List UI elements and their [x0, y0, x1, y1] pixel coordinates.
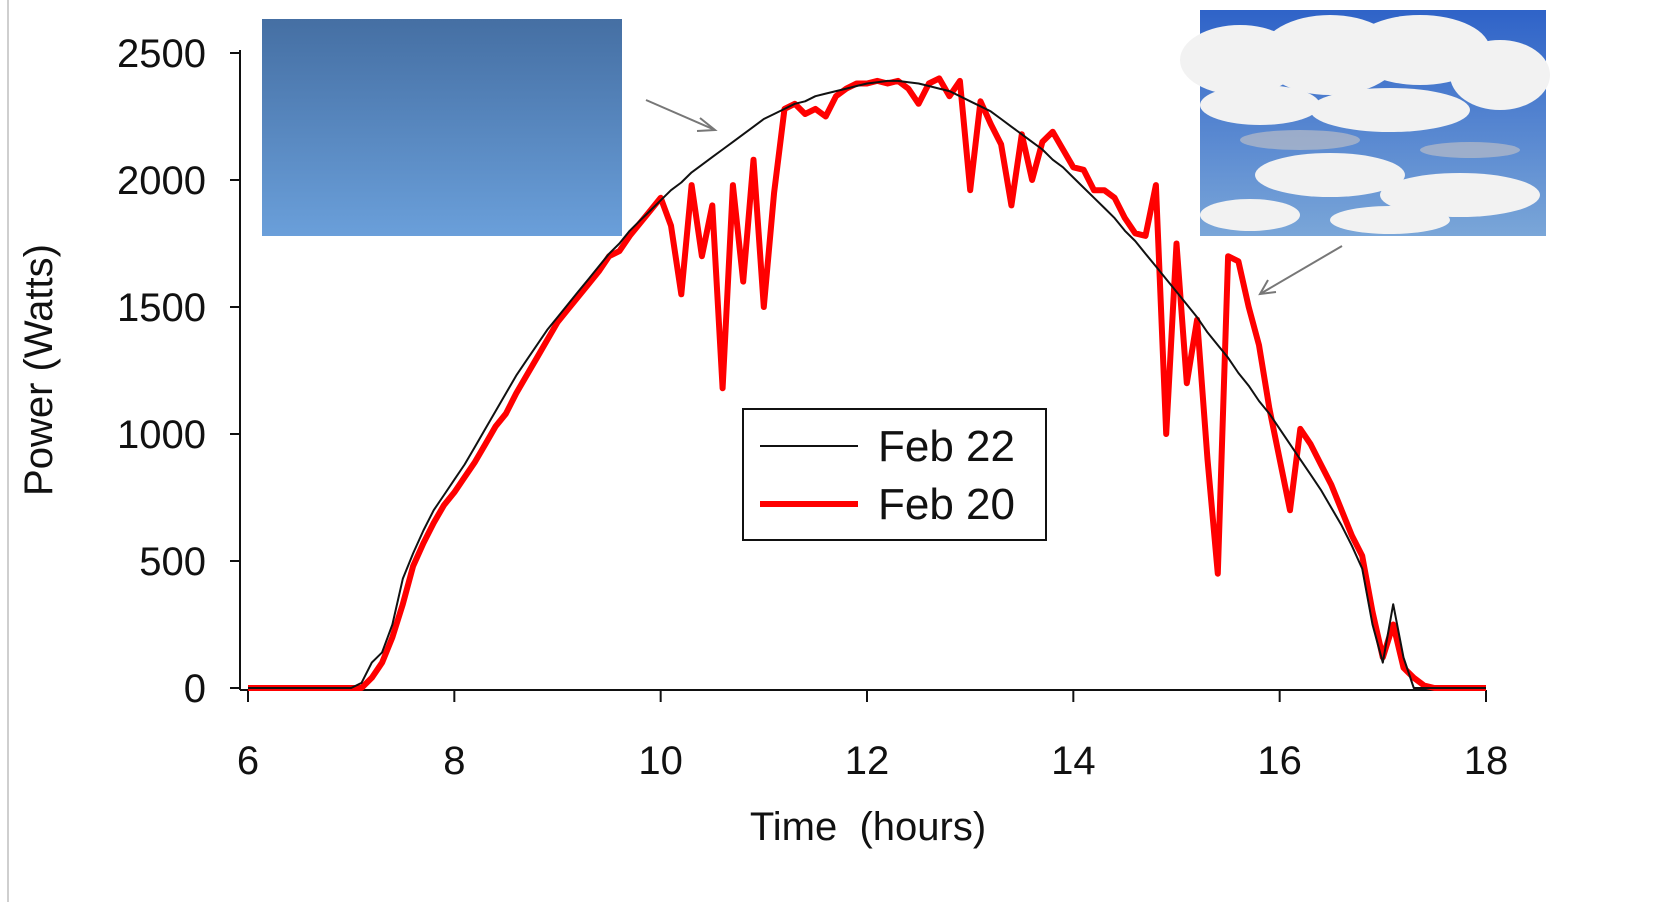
plot-area: 0 500 1000 1500 2000 2500 6 8 10 12 14 16 18 [117, 32, 1508, 783]
annotation-arrows [645, 99, 1343, 296]
legend-label: Feb 22 [878, 422, 1015, 471]
x-axis-label: Time (hours) [750, 805, 986, 849]
x-tick-label: 16 [1257, 739, 1302, 783]
y-tick-label: 500 [139, 540, 206, 584]
x-tick-label: 12 [845, 739, 890, 783]
y-tick-label: 0 [184, 667, 206, 711]
x-tick-label: 8 [443, 739, 465, 783]
series-line [248, 79, 1486, 689]
legend-label: Feb 20 [878, 480, 1015, 529]
cloudy-sky-photo [1180, 10, 1550, 236]
y-tick-label: 2000 [117, 159, 206, 203]
legend-box [742, 408, 1047, 541]
y-tick-label: 1500 [117, 286, 206, 330]
x-tick-label: 6 [237, 739, 259, 783]
legend: Feb 22 Feb 20 [742, 408, 1047, 541]
y-tick-label: 1000 [117, 413, 206, 457]
x-tick-label: 18 [1464, 739, 1509, 783]
y-tick-label: 2500 [117, 32, 206, 76]
x-tick-label: 14 [1051, 739, 1096, 783]
x-tick-label: 10 [638, 739, 683, 783]
y-axis-label: Power (Watts) [17, 244, 61, 496]
clear-sky-photo [262, 19, 622, 236]
